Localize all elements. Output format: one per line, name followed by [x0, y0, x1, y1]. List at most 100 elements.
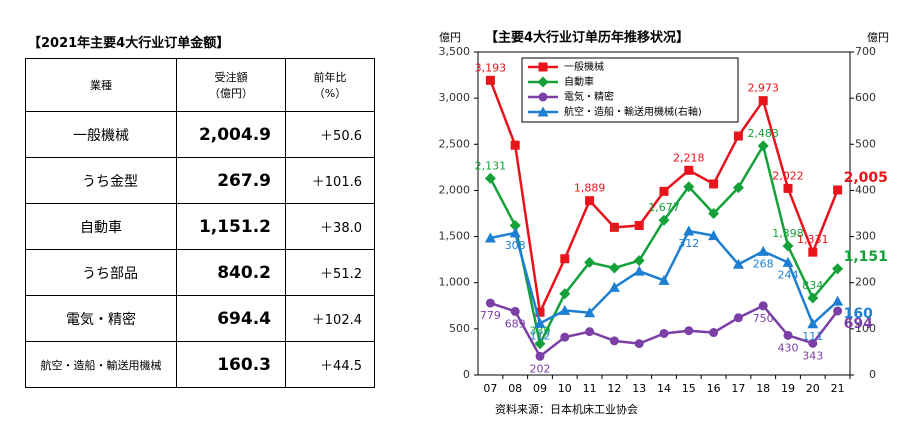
- order-table: 業種 受注額 （億円） 前年比 （%） 一般機械 2,004.9 ＋50.6 うち金型 2…: [25, 58, 375, 388]
- marker: [534, 317, 546, 328]
- cell: ＋50.6: [285, 111, 375, 158]
- marker: [633, 265, 645, 276]
- marker: [808, 338, 818, 348]
- marker: [659, 328, 669, 338]
- x-tick-label: 16: [707, 382, 721, 395]
- y2-tick-label: 100: [855, 322, 876, 335]
- marker: [782, 256, 794, 267]
- value-label: 244: [778, 268, 799, 281]
- header-row: 業種 受注額 （億円） 前年比 （%）: [25, 58, 375, 112]
- marker: [608, 281, 620, 292]
- cell: 267.9: [176, 157, 286, 204]
- y-tick-label: 1,500: [439, 230, 471, 243]
- value-label: 1,151: [844, 249, 888, 265]
- x-tick-label: 10: [558, 382, 572, 395]
- x-tick-label: 11: [583, 382, 597, 395]
- cell: 160.3: [176, 341, 286, 388]
- marker: [608, 262, 620, 274]
- value-label: 1,398: [772, 227, 804, 240]
- x-tick-label: 21: [831, 382, 845, 395]
- marker: [732, 258, 744, 269]
- marker: [484, 232, 496, 243]
- marker: [832, 295, 844, 306]
- y2-axis-label: 億円: [867, 31, 889, 44]
- x-tick-label: 15: [682, 382, 696, 395]
- row: うち部品 840.2 ＋51.2: [25, 249, 375, 296]
- value-label: 694: [844, 316, 873, 332]
- y2-tick-label: 400: [855, 183, 876, 196]
- value-label: 308: [505, 239, 526, 252]
- row: 一般機械 2,004.9 ＋50.6: [25, 111, 375, 158]
- y2-tick-label: 600: [855, 91, 876, 104]
- x-tick-label: 20: [806, 382, 820, 395]
- marker: [658, 274, 670, 285]
- marker: [559, 304, 571, 315]
- x-tick-label: 07: [483, 382, 497, 395]
- value-label: 779: [480, 309, 501, 322]
- value-label: 2,005: [844, 170, 888, 186]
- y-tick-label: 3,500: [439, 45, 471, 58]
- cell: ＋38.0: [285, 203, 375, 250]
- marker: [783, 183, 793, 193]
- value-label: 2,218: [673, 151, 705, 164]
- value-label: 1,677: [648, 201, 680, 214]
- marker: [585, 327, 595, 337]
- value-label: 750: [753, 312, 774, 325]
- y-tick-label: 0: [463, 368, 470, 381]
- value-label: 2,131: [475, 159, 507, 172]
- header-text: 前年比: [313, 71, 347, 84]
- row: 電気・精密 694.4 ＋102.4: [25, 295, 375, 342]
- marker: [585, 196, 595, 206]
- header-cell: 業種: [25, 58, 177, 112]
- marker: [509, 227, 521, 238]
- marker: [634, 220, 644, 230]
- x-tick-label: 12: [607, 382, 621, 395]
- row: 航空・造船・輸送用機械 160.3 ＋44.5: [25, 341, 375, 388]
- cell: 840.2: [176, 249, 286, 296]
- value-label: 1,889: [574, 182, 606, 195]
- value-label: 312: [678, 237, 699, 250]
- value-label: 112: [530, 329, 551, 342]
- y2-tick-label: 0: [869, 368, 876, 381]
- source: 资料来源：日本机床工业协会: [495, 402, 638, 416]
- header-text: 受注額: [214, 71, 248, 84]
- y2-tick-label: 700: [855, 45, 876, 58]
- chart-title: 【主要4大行业订单历年推移状况】: [485, 30, 689, 46]
- header-text: （%）: [313, 87, 347, 100]
- marker: [484, 172, 496, 184]
- cell: 2,004.9: [176, 111, 286, 158]
- value-label: 268: [753, 257, 774, 270]
- marker: [560, 254, 570, 264]
- x-tick-label: 18: [756, 382, 770, 395]
- row: 自動車 1,151.2 ＋38.0: [25, 203, 375, 250]
- cell: 航空・造船・輸送用機械: [25, 341, 177, 388]
- value-label: 1,331: [797, 233, 829, 246]
- marker: [609, 336, 619, 346]
- header-text: 業種: [90, 79, 112, 92]
- cell: 一般機械: [25, 111, 177, 158]
- marker: [709, 179, 719, 189]
- y-tick-label: 2,000: [439, 183, 471, 196]
- marker: [758, 96, 768, 106]
- marker: [683, 225, 695, 236]
- marker: [537, 76, 549, 88]
- marker: [560, 332, 570, 342]
- marker: [658, 214, 670, 226]
- marker: [633, 255, 645, 267]
- value-label: 202: [530, 362, 551, 375]
- legend-label: 一般機械: [564, 60, 604, 73]
- value-label: 2,022: [772, 169, 804, 182]
- y-tick-label: 500: [449, 322, 470, 335]
- marker: [733, 131, 743, 141]
- x-tick-label: 13: [632, 382, 646, 395]
- cell: ＋44.5: [285, 341, 375, 388]
- marker: [584, 307, 596, 318]
- chart: 【主要4大行业订单历年推移状况】 億円 億円 资料来源：日本机床工业协会 0 50…: [439, 30, 890, 417]
- header-cell: 受注額 （億円）: [176, 58, 286, 112]
- marker: [708, 208, 720, 219]
- marker: [708, 230, 720, 241]
- plot-frame: [477, 51, 851, 376]
- marker: [833, 306, 843, 316]
- value-label: 343: [802, 349, 823, 362]
